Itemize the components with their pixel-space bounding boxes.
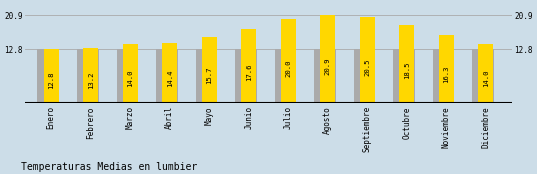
- Bar: [354, 49, 375, 103]
- Text: 20.5: 20.5: [364, 58, 371, 76]
- Bar: [83, 48, 98, 103]
- Bar: [241, 29, 256, 103]
- Bar: [162, 43, 177, 103]
- Text: 16.3: 16.3: [444, 66, 449, 83]
- Bar: [156, 49, 178, 103]
- Bar: [320, 15, 335, 103]
- Bar: [77, 49, 99, 103]
- Bar: [439, 35, 454, 103]
- Bar: [195, 49, 217, 103]
- Text: 12.8: 12.8: [48, 72, 54, 89]
- Text: Temperaturas Medias en lumbier: Temperaturas Medias en lumbier: [21, 162, 198, 172]
- Bar: [43, 49, 59, 103]
- Bar: [38, 49, 59, 103]
- Text: 14.0: 14.0: [483, 70, 489, 87]
- Text: 14.0: 14.0: [127, 70, 133, 87]
- Bar: [281, 19, 296, 103]
- Bar: [400, 25, 415, 103]
- Text: 15.7: 15.7: [206, 67, 212, 84]
- Bar: [314, 49, 336, 103]
- Text: 18.5: 18.5: [404, 62, 410, 79]
- Bar: [274, 49, 296, 103]
- Bar: [472, 49, 494, 103]
- Bar: [393, 49, 415, 103]
- Text: 20.9: 20.9: [325, 58, 331, 75]
- Text: 13.2: 13.2: [88, 71, 93, 89]
- Bar: [433, 49, 454, 103]
- Text: 17.6: 17.6: [246, 64, 252, 81]
- Bar: [122, 44, 137, 103]
- Bar: [360, 17, 375, 103]
- Bar: [117, 49, 139, 103]
- Bar: [478, 44, 494, 103]
- Bar: [235, 49, 257, 103]
- Text: 14.4: 14.4: [166, 69, 173, 87]
- Text: 20.0: 20.0: [285, 59, 291, 77]
- Bar: [202, 37, 217, 103]
